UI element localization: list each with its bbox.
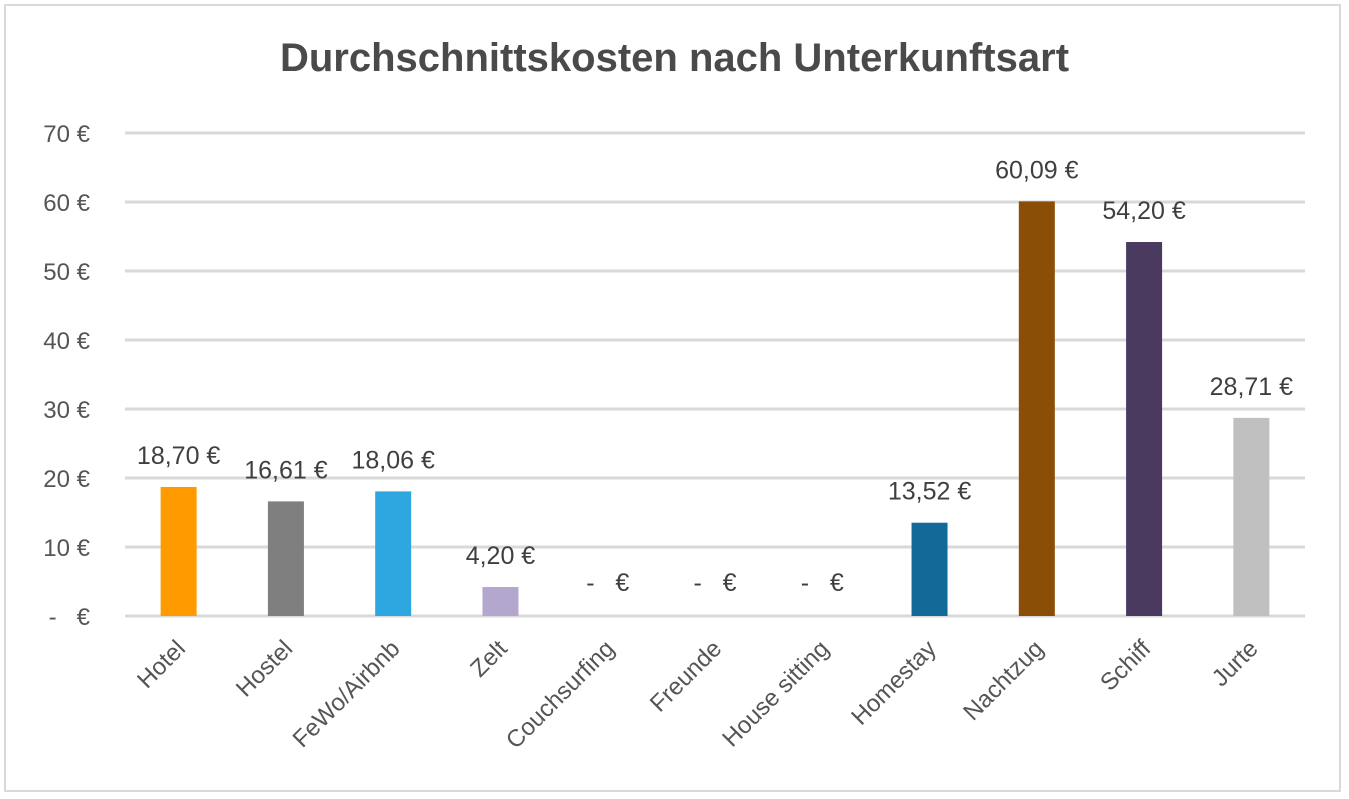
category-label: Schiff: [1095, 635, 1156, 696]
y-tick-label: 20 €: [43, 466, 90, 493]
y-tick-label: 70 €: [43, 121, 90, 148]
bar-zelt: [482, 587, 519, 616]
data-label: 16,61 €: [244, 456, 328, 484]
data-label: - €: [801, 569, 844, 597]
category-label: Hotel: [132, 635, 191, 694]
bar-hotel: [160, 486, 197, 616]
category-label: Nachtzug: [958, 635, 1049, 726]
y-tick-label: 10 €: [43, 535, 90, 562]
y-tick-label: 30 €: [43, 397, 90, 424]
category-label: Jurte: [1207, 635, 1264, 692]
data-label: 18,70 €: [137, 442, 221, 470]
data-label: - €: [586, 569, 629, 597]
data-label: 18,06 €: [351, 446, 435, 474]
y-tick-label: 50 €: [43, 259, 90, 286]
chart-title: Durchschnittskosten nach Unterkunftsart: [279, 36, 1070, 80]
bar-jurte: [1233, 417, 1270, 616]
data-label: 28,71 €: [1210, 373, 1294, 401]
category-label: Homestay: [846, 635, 941, 730]
data-label: - €: [693, 569, 736, 597]
bar-schiff: [1126, 242, 1163, 616]
data-label: 4,20 €: [466, 542, 536, 570]
y-tick-label: - €: [49, 604, 91, 631]
data-label: 60,09 €: [995, 156, 1079, 184]
data-label: 13,52 €: [888, 478, 972, 506]
category-label: FeWo/Airbnb: [288, 635, 406, 753]
bar-homestay: [911, 522, 948, 616]
chart-frame: [4, 4, 1341, 792]
y-tick-label: 40 €: [43, 328, 90, 355]
category-label: Zelt: [465, 635, 513, 683]
data-label: 54,20 €: [1102, 197, 1186, 225]
category-label: House sitting: [717, 635, 834, 752]
category-label: Freunde: [645, 635, 727, 717]
bar-hostel: [267, 501, 304, 616]
bar-nachtzug: [1018, 201, 1055, 616]
category-label: Hostel: [231, 635, 298, 702]
y-tick-label: 60 €: [43, 190, 90, 217]
bar-fewo-airbnb: [375, 491, 412, 616]
category-label: Couchsurfing: [501, 635, 620, 754]
